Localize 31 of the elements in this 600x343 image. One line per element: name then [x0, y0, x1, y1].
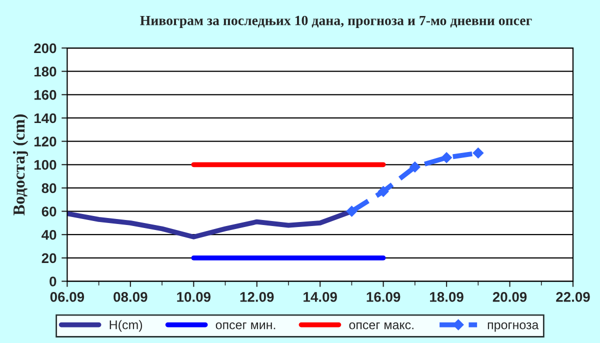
y-tick-label: 180	[34, 66, 56, 77]
point	[410, 162, 420, 172]
x-tick-label: 18.09	[430, 292, 464, 302]
y-tick-label: 20	[42, 253, 56, 264]
point	[441, 152, 452, 164]
y-tick-label: 160	[34, 90, 56, 100]
x-tick-label: 10.09	[177, 292, 211, 302]
legend-label: опсег макс.	[349, 322, 414, 330]
x-tick-label: 16.09	[366, 292, 400, 302]
legend-label: опсег мин.	[216, 322, 276, 330]
x-tick-label: 22.09	[556, 292, 590, 302]
point	[378, 186, 389, 197]
y-axis-title: Водостај (cm)	[12, 114, 28, 216]
legend-label: прогноза	[488, 322, 539, 332]
chart-title: Нивограм за последњих 10 дана, прогноза и 7-мо дневни опсег	[140, 16, 532, 28]
point	[346, 206, 358, 217]
x-tick-label: 14.09	[304, 292, 337, 302]
y-tick-label: 140	[34, 113, 56, 124]
y-tick-label: 120	[34, 136, 56, 146]
legend-label: H(cm)	[110, 320, 142, 332]
y-tick-label: 80	[42, 183, 56, 194]
x-tick-label: 06.09	[50, 292, 84, 302]
point	[472, 148, 484, 158]
y-tick-label: 100	[34, 160, 56, 170]
y-tick-label: 200	[34, 43, 56, 54]
x-tick-label: 20.09	[492, 292, 527, 302]
x-tick-label: 08.09	[114, 292, 148, 302]
y-tick-label: 60	[42, 206, 56, 216]
x-tick-label: 12.09	[240, 292, 274, 302]
y-tick-label: 0	[50, 276, 56, 286]
y-tick-label: 40	[42, 230, 56, 240]
